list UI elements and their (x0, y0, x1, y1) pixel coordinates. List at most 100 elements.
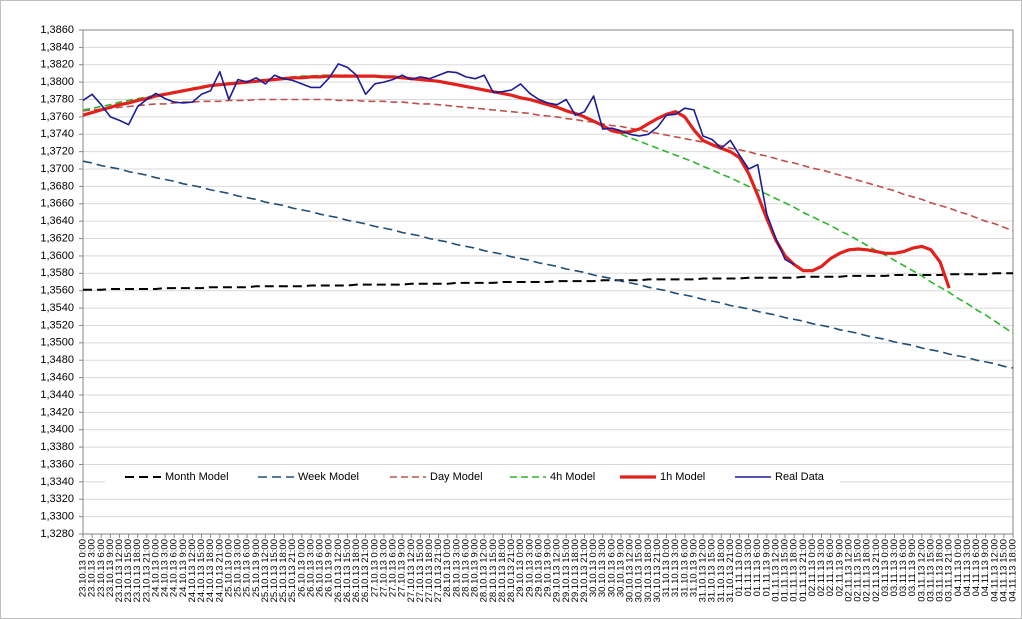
y-tick-label: 1,3560 (40, 285, 74, 297)
x-tick-label: 29.10.13 9:00 (543, 539, 554, 597)
y-tick-label: 1,3500 (40, 337, 74, 349)
x-tick-label: 29.10.13 0:00 (515, 539, 526, 597)
series-line (82, 63, 795, 266)
x-tick-label: 23.10.13 12:00 (114, 539, 125, 602)
x-tick-label: 01.11.13 0:00 (734, 539, 745, 596)
x-tick-label: 04.11.13 18:00 (1008, 539, 1019, 602)
x-tick-label: 24.10.13 21:00 (214, 539, 225, 602)
x-tick-label: 28.10.13 3:00 (451, 539, 462, 597)
x-tick-label: 31.10.13 12:00 (698, 539, 709, 602)
y-tick-label: 1,3800 (40, 76, 74, 88)
y-tick-label: 1,3720 (40, 146, 74, 158)
x-tick-label: 24.10.13 6:00 (169, 539, 180, 597)
y-tick-label: 1,3580 (40, 267, 74, 279)
x-tick-label: 02.11.13 6:00 (825, 539, 836, 596)
x-tick-label: 23.10.13 21:00 (141, 539, 152, 602)
x-tick-label: 28.10.13 12:00 (479, 539, 490, 602)
x-tick-label: 26.10.13 6:00 (315, 539, 326, 597)
x-tick-label: 02.11.13 3:00 (816, 539, 827, 596)
y-tick-label: 1,3600 (40, 250, 74, 262)
x-tick-label: 01.11.13 15:00 (780, 539, 791, 602)
x-tick-label: 28.10.13 9:00 (470, 539, 481, 597)
x-tick-label: 26.10.13 3:00 (305, 539, 316, 597)
x-tick-label: 24.10.13 0:00 (150, 539, 161, 597)
x-tick-label: 29.10.13 18:00 (570, 539, 581, 602)
y-tick-label: 1,3280 (40, 528, 74, 540)
y-tick-label: 1,3820 (40, 59, 74, 71)
y-tick-label: 1,3480 (40, 354, 74, 366)
x-tick-label: 30.10.13 6:00 (606, 539, 617, 597)
x-tick-label: 26.10.13 18:00 (351, 539, 362, 602)
x-tick-label: 29.10.13 21:00 (579, 539, 590, 602)
x-tick-label: 27.10.13 12:00 (406, 539, 417, 602)
y-tick-label: 1,3300 (40, 511, 74, 523)
y-tick-label: 1,3540 (40, 302, 74, 314)
x-tick-label: 01.11.13 12:00 (770, 539, 781, 602)
x-tick-label: 24.10.13 18:00 (205, 539, 216, 602)
x-tick-label: 29.10.13 15:00 (561, 539, 572, 602)
x-tick-label: 30.10.13 21:00 (652, 539, 663, 602)
x-tick-label: 30.10.13 18:00 (643, 539, 654, 602)
legend-label: 1h Model (660, 471, 705, 483)
x-tick-label: 23.10.13 15:00 (123, 539, 134, 602)
x-tick-label: 27.10.13 9:00 (397, 539, 408, 597)
x-tick-label: 28.10.13 15:00 (488, 539, 499, 602)
x-tick-label: 29.10.13 3:00 (524, 539, 535, 597)
x-tick-label: 27.10.13 6:00 (388, 539, 399, 597)
x-tick-label: 31.10.13 18:00 (716, 539, 727, 602)
x-tick-label: 25.10.13 3:00 (233, 539, 244, 597)
x-tick-label: 28.10.13 21:00 (506, 539, 517, 602)
x-tick-label: 30.10.13 15:00 (634, 539, 645, 602)
legend (105, 466, 840, 488)
x-tick-label: 24.10.13 12:00 (187, 539, 198, 602)
x-tick-label: 25.10.13 0:00 (223, 539, 234, 597)
x-tick-label: 27.10.13 18:00 (424, 539, 435, 602)
x-tick-label: 01.11.13 21:00 (798, 539, 809, 602)
x-tick-label: 04.11.13 15:00 (998, 539, 1009, 602)
x-tick-label: 23.10.13 9:00 (105, 539, 116, 597)
x-tick-label: 30.10.13 0:00 (588, 539, 599, 597)
x-tick-label: 25.10.13 9:00 (251, 539, 262, 597)
y-tick-label: 1,3440 (40, 389, 74, 401)
y-tick-label: 1,3620 (40, 232, 74, 244)
y-tick-label: 1,3700 (40, 163, 74, 175)
y-tick-label: 1,3660 (40, 198, 74, 210)
x-tick-label: 27.10.13 15:00 (415, 539, 426, 602)
y-tick-label: 1,3360 (40, 458, 74, 470)
x-tick-label: 02.11.13 12:00 (843, 539, 854, 602)
x-tick-label: 03.11.13 15:00 (925, 539, 936, 602)
x-tick-label: 01.11.13 3:00 (743, 539, 754, 596)
x-tick-label: 03.11.13 3:00 (889, 539, 900, 596)
x-tick-label: 26.10.13 21:00 (360, 539, 371, 602)
x-tick-label: 03.11.13 12:00 (916, 539, 927, 602)
y-tick-label: 1,3380 (40, 441, 74, 453)
legend-label: Week Model (298, 471, 359, 483)
x-tick-label: 23.10.13 3:00 (87, 539, 98, 597)
x-tick-label: 30.10.13 12:00 (625, 539, 636, 602)
x-tick-label: 31.10.13 15:00 (707, 539, 718, 602)
x-tick-label: 23.10.13 0:00 (78, 539, 89, 597)
y-tick-label: 1,3780 (40, 93, 74, 105)
y-tick-label: 1,3640 (40, 215, 74, 227)
x-tick-label: 31.10.13 21:00 (725, 539, 736, 602)
x-tick-label: 29.10.13 6:00 (533, 539, 544, 597)
y-tick-label: 1,3520 (40, 319, 74, 331)
y-tick-label: 1,3760 (40, 111, 74, 123)
y-tick-label: 1,3420 (40, 406, 74, 418)
x-tick-label: 01.11.13 6:00 (752, 539, 763, 596)
x-tick-label: 24.10.13 15:00 (196, 539, 207, 602)
legend-label: Month Model (165, 471, 229, 483)
x-tick-label: 03.11.13 18:00 (935, 539, 946, 602)
x-tick-label: 31.10.13 6:00 (679, 539, 690, 597)
x-tick-label: 04.11.13 12:00 (989, 539, 1000, 602)
x-tick-label: 01.11.13 9:00 (761, 539, 772, 596)
y-tick-label: 1,3460 (40, 371, 74, 383)
y-tick-label: 1,3740 (40, 128, 74, 140)
x-tick-label: 04.11.13 9:00 (980, 539, 991, 596)
x-tick-label: 23.10.13 6:00 (96, 539, 107, 597)
x-tick-label: 02.11.13 9:00 (834, 539, 845, 596)
y-tick-label: 1,3320 (40, 493, 74, 505)
x-tick-label: 25.10.13 12:00 (260, 539, 271, 602)
